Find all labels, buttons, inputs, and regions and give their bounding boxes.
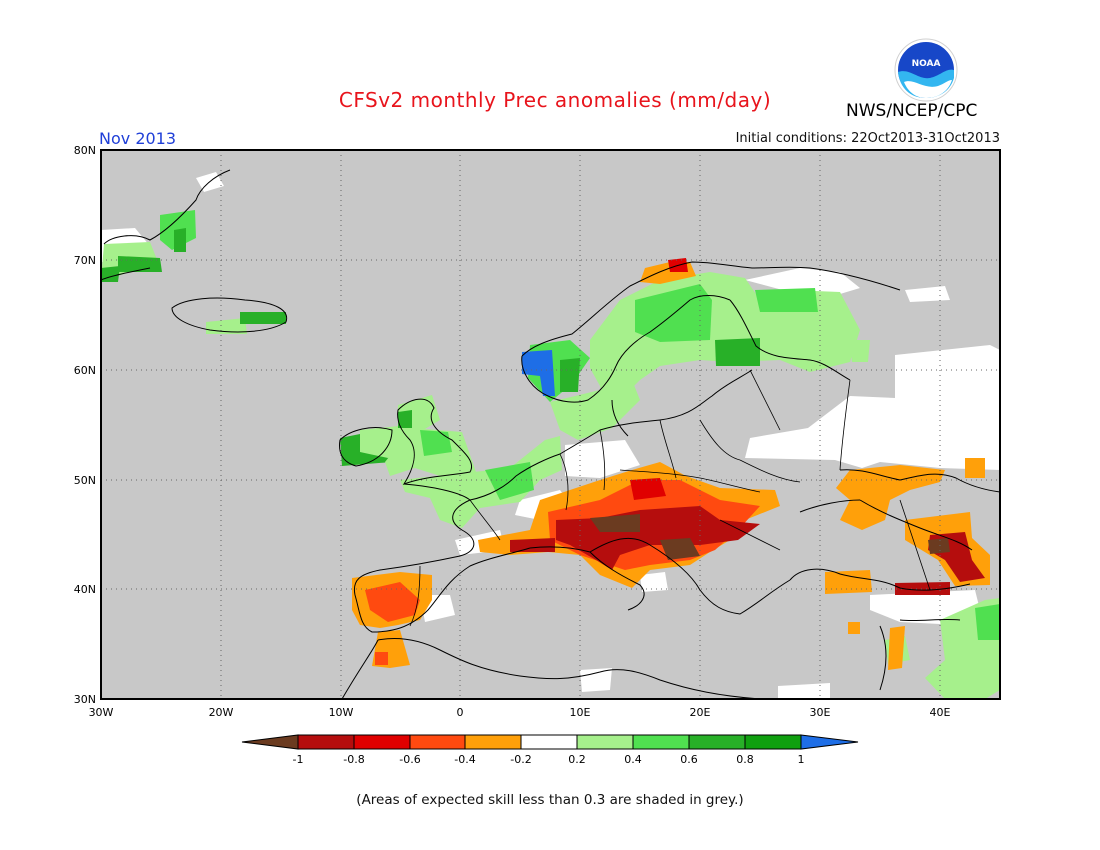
colorbar-label-plus1: 1 xyxy=(798,753,805,766)
neutral-areas xyxy=(101,172,1000,699)
colorbar-label-minus1: -1 xyxy=(293,753,304,766)
initial-conditions: Initial conditions: 22Oct2013-31Oct2013 xyxy=(735,131,1000,146)
lon-tick-labels: 30W 20W 10W 0 10E 20E 30E 40E xyxy=(89,706,951,719)
lat-tick-60n: 60N xyxy=(74,364,96,377)
colorbar-label-minus06: -0.6 xyxy=(399,753,420,766)
colorbar-swatch-minus06 xyxy=(353,734,411,750)
colorbar-label-minus08: -0.8 xyxy=(343,753,364,766)
dry-anomaly-areas xyxy=(352,258,990,670)
lon-tick-20e: 20E xyxy=(690,706,711,719)
colorbar-labels: -1 -0.8 -0.6 -0.4 -0.2 0.2 0.4 0.6 0.8 1 xyxy=(293,753,805,766)
logo-text: NOAA xyxy=(912,59,941,69)
lon-tick-40e: 40E xyxy=(930,706,951,719)
colorbar-label-plus02: 0.2 xyxy=(568,753,586,766)
skill-footnote: (Areas of expected skill less than 0.3 a… xyxy=(356,792,744,808)
map-title: CFSv2 monthly Prec anomalies (mm/day) xyxy=(338,88,772,112)
lat-tick-labels: 30N 40N 50N 60N 70N 80N xyxy=(74,144,96,706)
lon-tick-0: 0 xyxy=(457,706,464,719)
colorbar-label-plus04: 0.4 xyxy=(624,753,642,766)
lat-tick-40n: 40N xyxy=(74,583,96,596)
colorbar xyxy=(241,734,859,750)
colorbar-swatch-plus04 xyxy=(632,734,690,750)
lat-tick-30n: 30N xyxy=(74,693,96,706)
colorbar-label-minus04: -0.4 xyxy=(454,753,475,766)
agency-label: NWS/NCEP/CPC xyxy=(846,101,978,121)
wet-anomaly-areas xyxy=(101,210,1000,699)
lat-tick-70n: 70N xyxy=(74,254,96,267)
colorbar-swatch-below-minus1 xyxy=(241,734,299,750)
noaa-logo-icon: NOAA xyxy=(894,38,958,102)
lon-tick-10e: 10E xyxy=(570,706,591,719)
lon-tick-10w: 10W xyxy=(329,706,354,719)
colorbar-swatch-minus04 xyxy=(409,734,466,750)
colorbar-swatch-plus06 xyxy=(688,734,746,750)
lat-tick-80n: 80N xyxy=(74,144,96,157)
colorbar-swatch-minus02 xyxy=(464,734,522,750)
colorbar-swatch-plus08 xyxy=(744,734,802,750)
lat-tick-50n: 50N xyxy=(74,474,96,487)
colorbar-label-minus02: -0.2 xyxy=(510,753,531,766)
colorbar-swatch-minus08 xyxy=(297,734,355,750)
lon-tick-30e: 30E xyxy=(810,706,831,719)
lon-tick-30w: 30W xyxy=(89,706,114,719)
colorbar-swatch-above-plus1 xyxy=(800,734,859,750)
coastlines xyxy=(101,169,1000,699)
colorbar-swatch-plus02 xyxy=(576,734,634,750)
colorbar-label-plus08: 0.8 xyxy=(736,753,754,766)
borders xyxy=(409,369,931,627)
lon-tick-20w: 20W xyxy=(209,706,234,719)
colorbar-label-plus06: 0.6 xyxy=(680,753,698,766)
map-frame xyxy=(100,149,1001,700)
forecast-month: Nov 2013 xyxy=(99,129,177,148)
colorbar-swatch-neutral xyxy=(520,734,578,750)
